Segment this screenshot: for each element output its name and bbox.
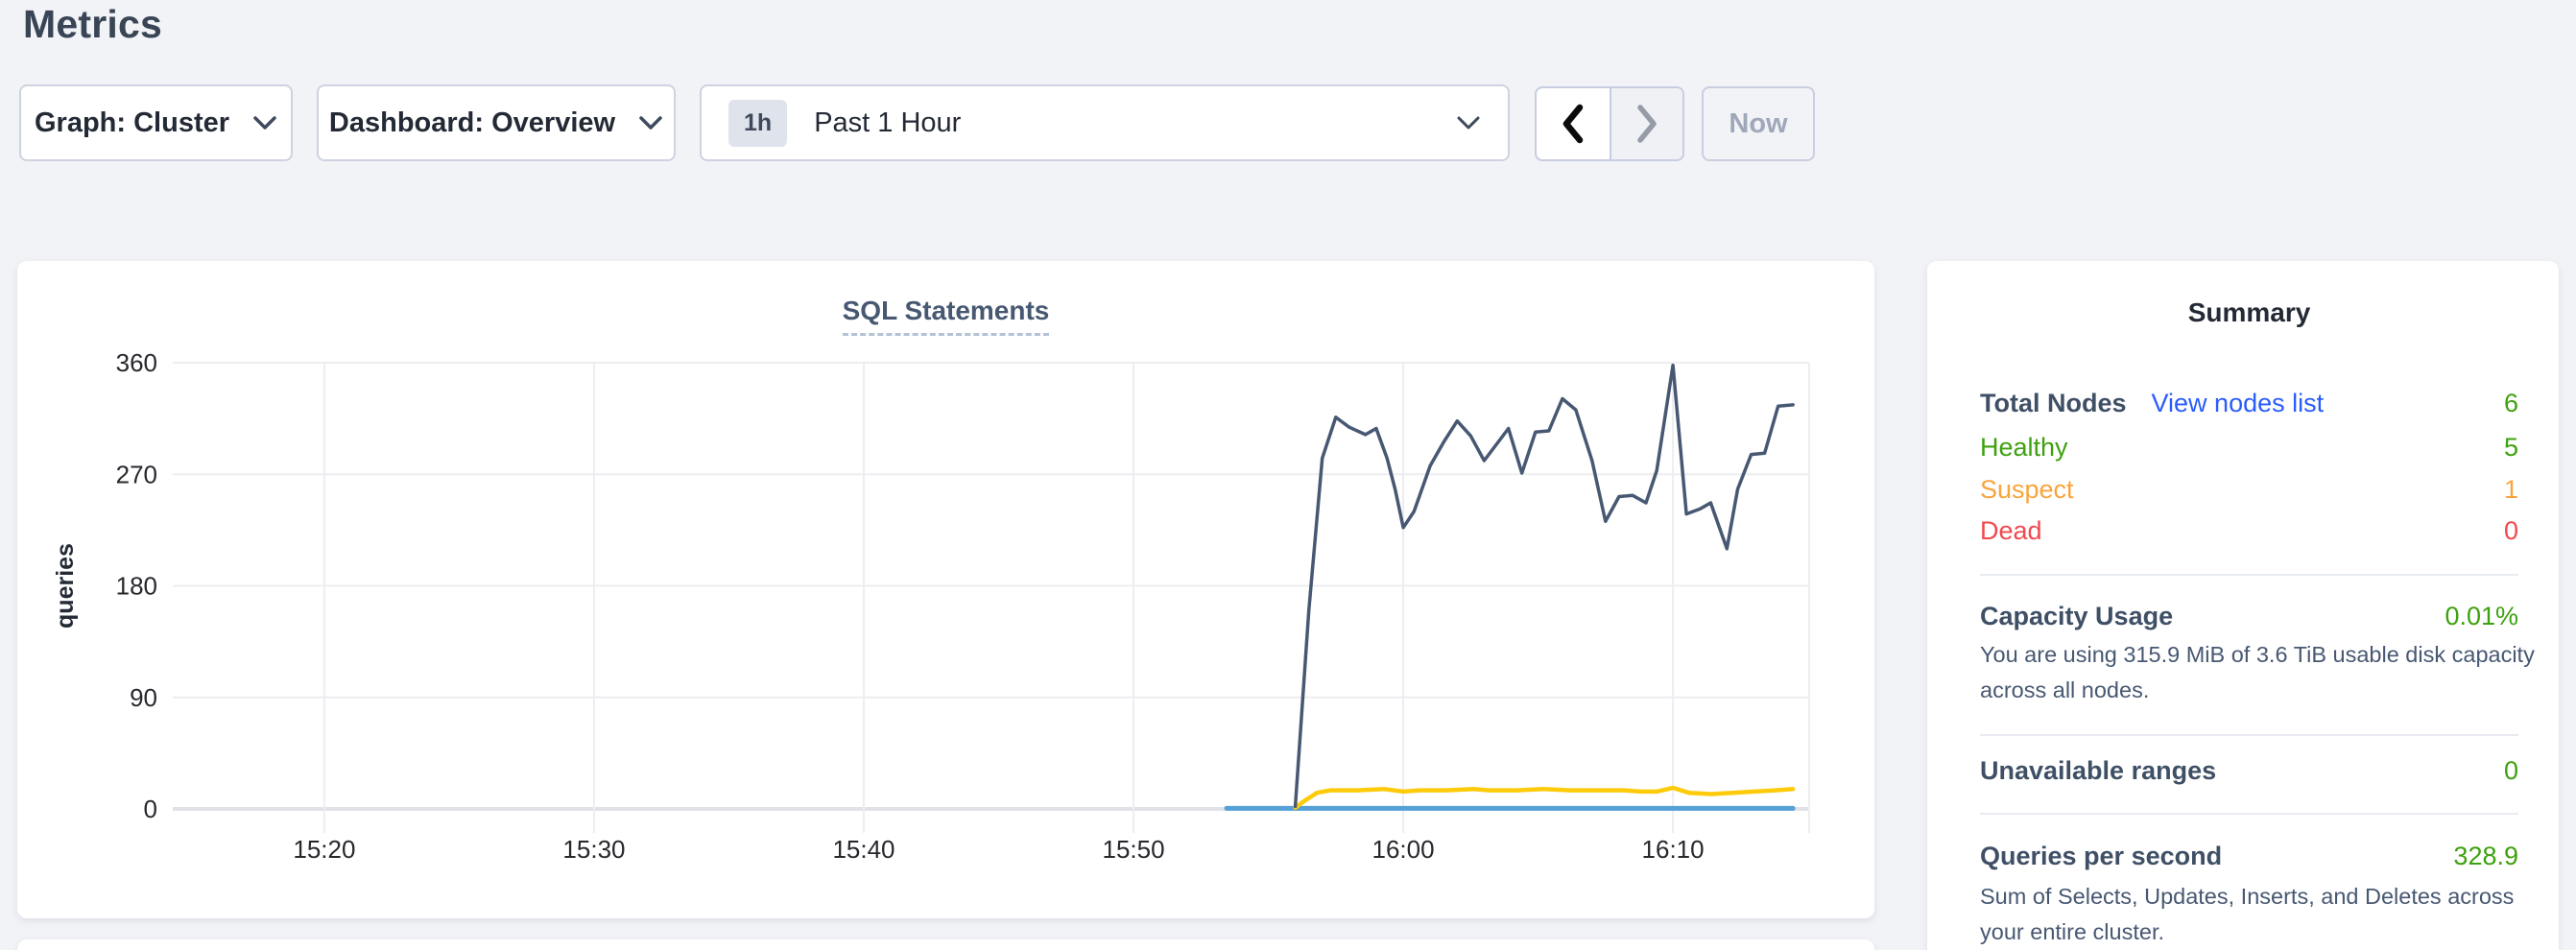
queries-per-second-value: 328.9 [2453,841,2518,870]
dead-value: 0 [2503,515,2518,545]
next-chart-card [17,939,1874,950]
chevron-left-icon [1562,104,1584,144]
suspect-row: Suspect 1 [1980,468,2518,511]
total-nodes-row: Total Nodes View nodes list 6 [1980,382,2518,424]
chevron-right-icon [1637,105,1657,143]
svg-text:15:50: 15:50 [1102,835,1164,864]
graph-dropdown-label: Graph: Cluster [34,107,230,138]
summary-panel: Summary Total Nodes View nodes list 6 He… [1927,261,2559,950]
svg-text:180: 180 [116,572,157,601]
divider [1980,734,2518,736]
time-range-pager [1535,86,1684,161]
divider [1980,574,2518,576]
chevron-down-icon [1457,116,1480,130]
now-button[interactable]: Now [1702,86,1815,161]
view-nodes-list-link[interactable]: View nodes list [2151,388,2325,417]
summary-title: Summary [2187,297,2311,327]
capacity-usage-label: Capacity Usage [1980,601,2174,630]
time-range-selector[interactable]: 1h Past 1 Hour [700,84,1510,161]
capacity-usage-row: Capacity Usage 0.01% [1980,595,2518,637]
chevron-down-icon [639,116,662,130]
sql-statements-chart[interactable]: 0 90 180 270 360 15:20 15:30 15:40 15:50 16:00 16:… [17,261,1874,918]
queries-per-second-description: Sum of Selects, Updates, Inserts, and De… [1980,884,2515,944]
time-range-label: Past 1 Hour [814,107,962,138]
time-range-badge: 1h [728,99,788,147]
dashboard-dropdown[interactable]: Dashboard: Overview [317,84,676,161]
now-button-label: Now [1729,107,1788,139]
svg-text:queries: queries [52,543,79,629]
next-time-button[interactable] [1610,88,1682,159]
svg-text:0: 0 [144,795,157,823]
svg-text:16:00: 16:00 [1372,835,1435,864]
suspect-value: 1 [2503,474,2518,504]
dead-label: Dead [1980,515,2042,545]
svg-text:15:20: 15:20 [293,835,355,864]
chart-title[interactable]: SQL Statements [842,296,1050,336]
unavailable-ranges-value: 0 [2503,755,2518,785]
unavailable-ranges-row: Unavailable ranges 0 [1980,749,2518,792]
svg-text:90: 90 [130,683,157,712]
queries-per-second-label: Queries per second [1980,841,2223,870]
unavailable-ranges-label: Unavailable ranges [1980,755,2217,785]
queries-per-second-row: Queries per second 328.9 [1980,835,2518,877]
capacity-usage-description: You are using 315.9 MiB of 3.6 TiB usabl… [1980,642,2535,702]
previous-time-button[interactable] [1537,88,1610,159]
healthy-label: Healthy [1980,432,2068,462]
chevron-down-icon [253,116,276,130]
suspect-label: Suspect [1980,474,2074,504]
total-nodes-label: Total Nodes [1980,388,2127,417]
svg-text:16:10: 16:10 [1642,835,1705,864]
svg-text:15:30: 15:30 [562,835,625,864]
capacity-usage-value: 0.01% [2445,601,2518,630]
dead-row: Dead 0 [1980,510,2518,552]
divider [1980,813,2518,815]
healthy-row: Healthy 5 [1980,426,2518,468]
svg-text:270: 270 [116,460,157,488]
page-title: Metrics [23,2,162,46]
total-nodes-value: 6 [2503,388,2518,417]
graph-dropdown[interactable]: Graph: Cluster [19,84,293,161]
dashboard-dropdown-label: Dashboard: Overview [328,107,616,138]
svg-text:15:40: 15:40 [832,835,894,864]
svg-text:360: 360 [116,348,157,377]
healthy-value: 5 [2503,432,2518,462]
sql-statements-card: 0 90 180 270 360 15:20 15:30 15:40 15:50 16:00 16:… [17,261,1874,918]
